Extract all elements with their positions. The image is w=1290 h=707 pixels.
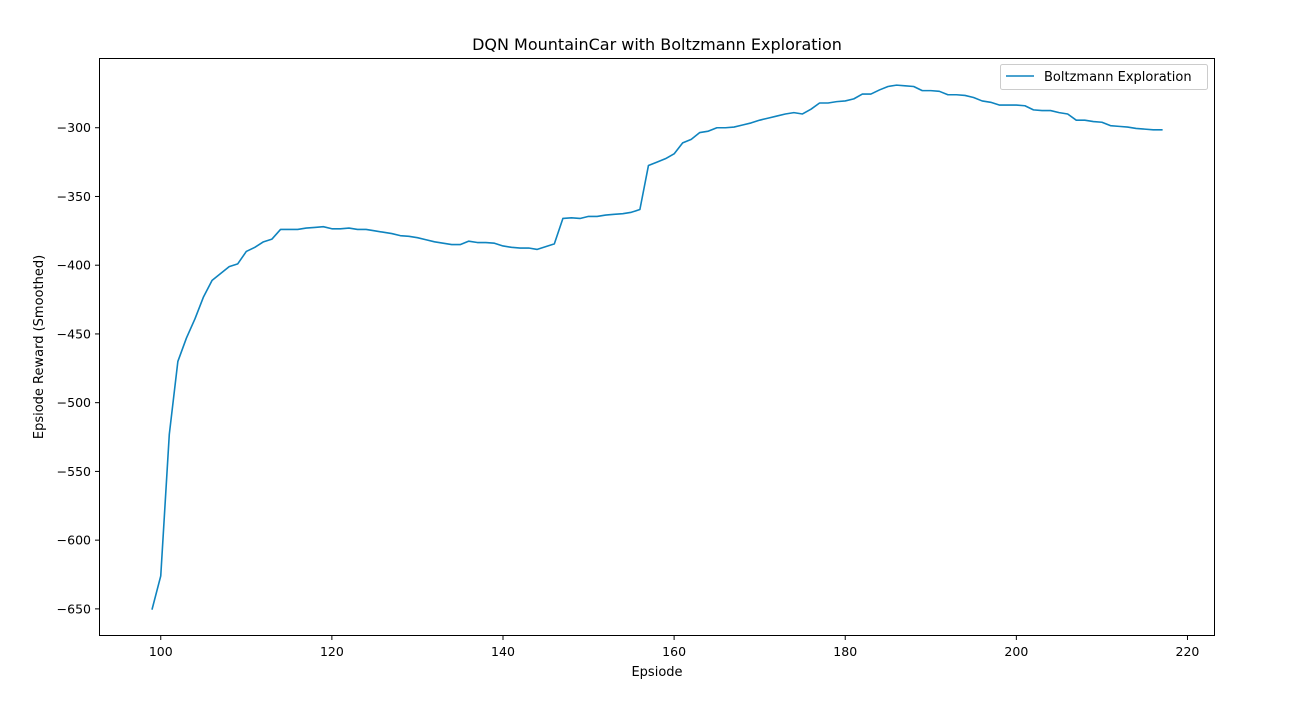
x-tick-label: 100 bbox=[149, 644, 173, 659]
series-line-boltzmann-exploration bbox=[151, 84, 1163, 610]
legend-label: Boltzmann Exploration bbox=[1044, 70, 1192, 85]
y-axis: −650 −600 −550 −500 −450 −400 −350 −300 bbox=[57, 120, 100, 616]
x-tick-label: 200 bbox=[1004, 644, 1028, 659]
y-tick-label: −650 bbox=[57, 601, 91, 616]
y-tick-label: −600 bbox=[57, 533, 91, 548]
x-tick-label: 120 bbox=[320, 644, 344, 659]
y-tick-label: −350 bbox=[57, 189, 91, 204]
y-tick-label: −450 bbox=[57, 326, 91, 341]
x-tick-label: 140 bbox=[491, 644, 515, 659]
chart-title: DQN MountainCar with Boltzmann Explorati… bbox=[472, 35, 842, 54]
plot-area-frame bbox=[99, 58, 1215, 636]
y-tick-label: −500 bbox=[57, 395, 91, 410]
y-tick-label: −550 bbox=[57, 464, 91, 479]
legend-box bbox=[1000, 64, 1208, 90]
x-tick-label: 160 bbox=[662, 644, 686, 659]
y-tick-label: −400 bbox=[57, 258, 91, 273]
x-axis-label: Epsiode bbox=[631, 665, 682, 680]
y-axis-label: Epsiode Reward (Smoothed) bbox=[32, 255, 47, 439]
x-axis: 100 120 140 160 180 200 220 bbox=[149, 635, 1200, 659]
legend: Boltzmann Exploration bbox=[1000, 64, 1208, 90]
x-tick-label: 220 bbox=[1176, 644, 1200, 659]
x-tick-label: 180 bbox=[833, 644, 857, 659]
y-tick-label: −300 bbox=[57, 120, 91, 135]
